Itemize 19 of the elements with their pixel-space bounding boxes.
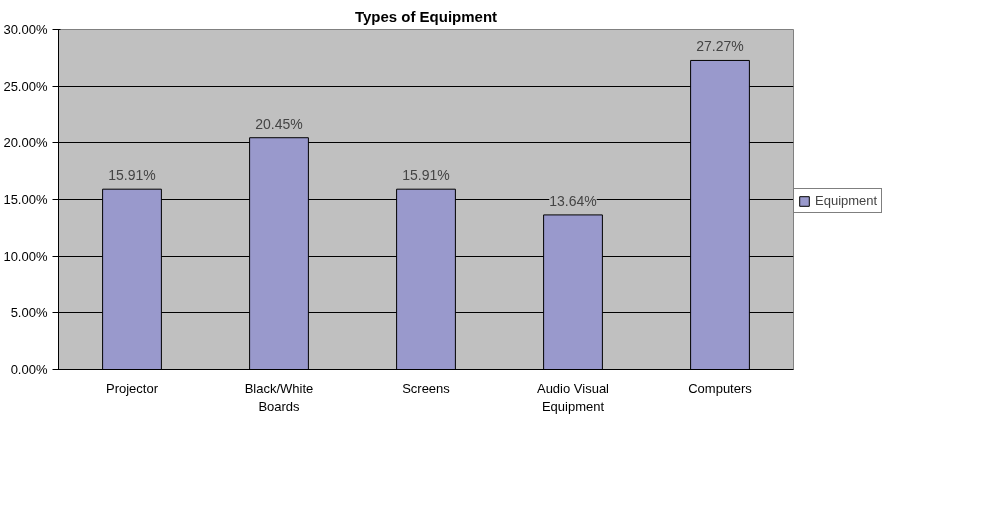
x-tick-label: Screens bbox=[402, 380, 451, 396]
data-label: 15.91% bbox=[108, 167, 156, 184]
chart-title: Types of Equipment bbox=[354, 7, 498, 25]
y-tick-label: 0.00% bbox=[10, 362, 48, 377]
x-tick-label: Projector bbox=[105, 380, 159, 396]
y-tick-label: 25.00% bbox=[3, 78, 48, 94]
x-tick-label: Black/White Boards bbox=[244, 380, 314, 414]
y-tick-label: 15.00% bbox=[3, 192, 48, 207]
y-tick-label: 20.00% bbox=[3, 135, 48, 151]
y-tick-label: 5.00% bbox=[10, 305, 48, 321]
data-label: 15.91% bbox=[402, 167, 450, 184]
x-tick-label: Computers bbox=[688, 380, 753, 396]
y-tick-label: 10.00% bbox=[3, 248, 48, 264]
data-label: 27.27% bbox=[696, 38, 744, 55]
legend-label: Equipment bbox=[815, 193, 878, 208]
data-label: 20.45% bbox=[255, 115, 303, 132]
y-tick-label: 30.00% bbox=[3, 22, 48, 37]
x-tick-label: Audio Visual Equipment bbox=[536, 380, 610, 414]
data-label: 13.64% bbox=[549, 192, 597, 209]
